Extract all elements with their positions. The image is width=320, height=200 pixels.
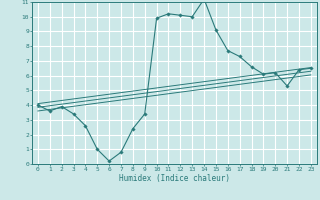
X-axis label: Humidex (Indice chaleur): Humidex (Indice chaleur) [119, 174, 230, 183]
